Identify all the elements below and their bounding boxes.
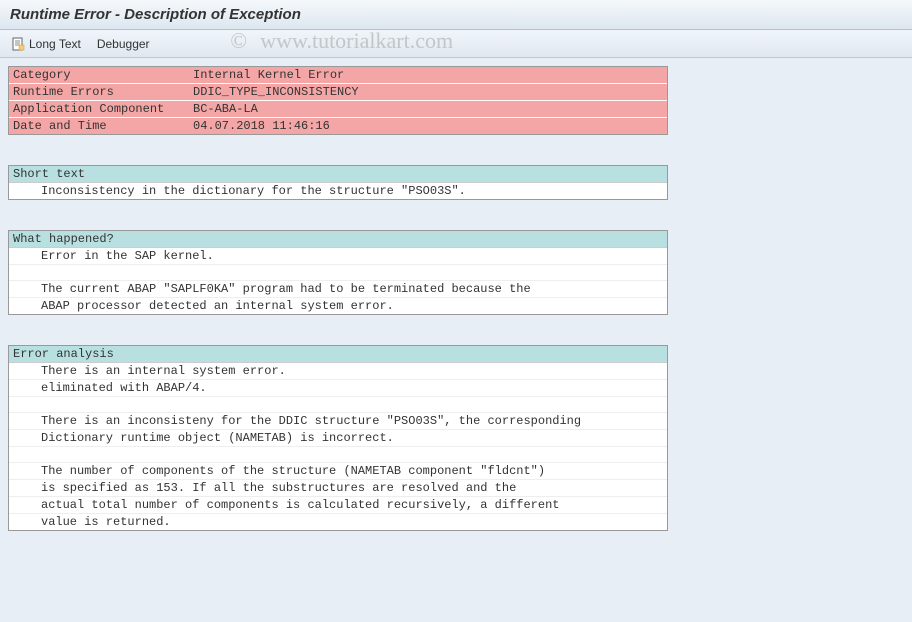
section-short-text: Short text Inconsistency in the dictiona… xyxy=(8,165,668,200)
section-line: There is an inconsisteny for the DDIC st… xyxy=(9,413,667,430)
section-line: There is an internal system error. xyxy=(9,363,667,380)
section-error-analysis: Error analysis There is an internal syst… xyxy=(8,345,668,531)
info-label-app-component: Application Component xyxy=(9,101,189,117)
section-line: Error in the SAP kernel. xyxy=(9,248,667,265)
table-row: Category Internal Kernel Error xyxy=(9,67,667,84)
table-row: Runtime Errors DDIC_TYPE_INCONSISTENCY xyxy=(9,84,667,101)
table-row: Application Component BC-ABA-LA xyxy=(9,101,667,118)
section-line: ABAP processor detected an internal syst… xyxy=(9,298,667,314)
section-line: is specified as 153. If all the substruc… xyxy=(9,480,667,497)
info-label-category: Category xyxy=(9,67,189,83)
section-line: The number of components of the structur… xyxy=(9,463,667,480)
info-value-runtime-errors: DDIC_TYPE_INCONSISTENCY xyxy=(189,84,363,100)
section-header: What happened? xyxy=(9,231,667,248)
info-label-runtime-errors: Runtime Errors xyxy=(9,84,189,100)
table-row: Date and Time 04.07.2018 11:46:16 xyxy=(9,118,667,134)
section-line: The current ABAP "SAPLF0KA" program had … xyxy=(9,281,667,298)
info-value-datetime: 04.07.2018 11:46:16 xyxy=(189,118,334,134)
section-line: Dictionary runtime object (NAMETAB) is i… xyxy=(9,430,667,447)
info-table: Category Internal Kernel Error Runtime E… xyxy=(8,66,668,135)
section-what-happened: What happened? Error in the SAP kernel. … xyxy=(8,230,668,315)
section-line: eliminated with ABAP/4. xyxy=(9,380,667,397)
content-area: Category Internal Kernel Error Runtime E… xyxy=(0,58,912,539)
info-value-app-component: BC-ABA-LA xyxy=(189,101,262,117)
info-value-category: Internal Kernel Error xyxy=(189,67,348,83)
section-line: Inconsistency in the dictionary for the … xyxy=(9,183,667,199)
document-icon xyxy=(10,36,26,52)
section-header: Short text xyxy=(9,166,667,183)
section-line xyxy=(9,397,667,413)
debugger-button[interactable]: Debugger xyxy=(97,37,150,51)
section-line xyxy=(9,265,667,281)
toolbar: Long Text Debugger xyxy=(0,30,912,58)
info-label-datetime: Date and Time xyxy=(9,118,189,134)
section-line: value is returned. xyxy=(9,514,667,530)
longtext-label: Long Text xyxy=(29,37,81,51)
title-bar: Runtime Error - Description of Exception xyxy=(0,0,912,30)
page-title: Runtime Error - Description of Exception xyxy=(10,6,301,23)
longtext-button[interactable]: Long Text xyxy=(10,36,81,52)
section-header: Error analysis xyxy=(9,346,667,363)
debugger-label: Debugger xyxy=(97,37,150,51)
section-line: actual total number of components is cal… xyxy=(9,497,667,514)
section-line xyxy=(9,447,667,463)
